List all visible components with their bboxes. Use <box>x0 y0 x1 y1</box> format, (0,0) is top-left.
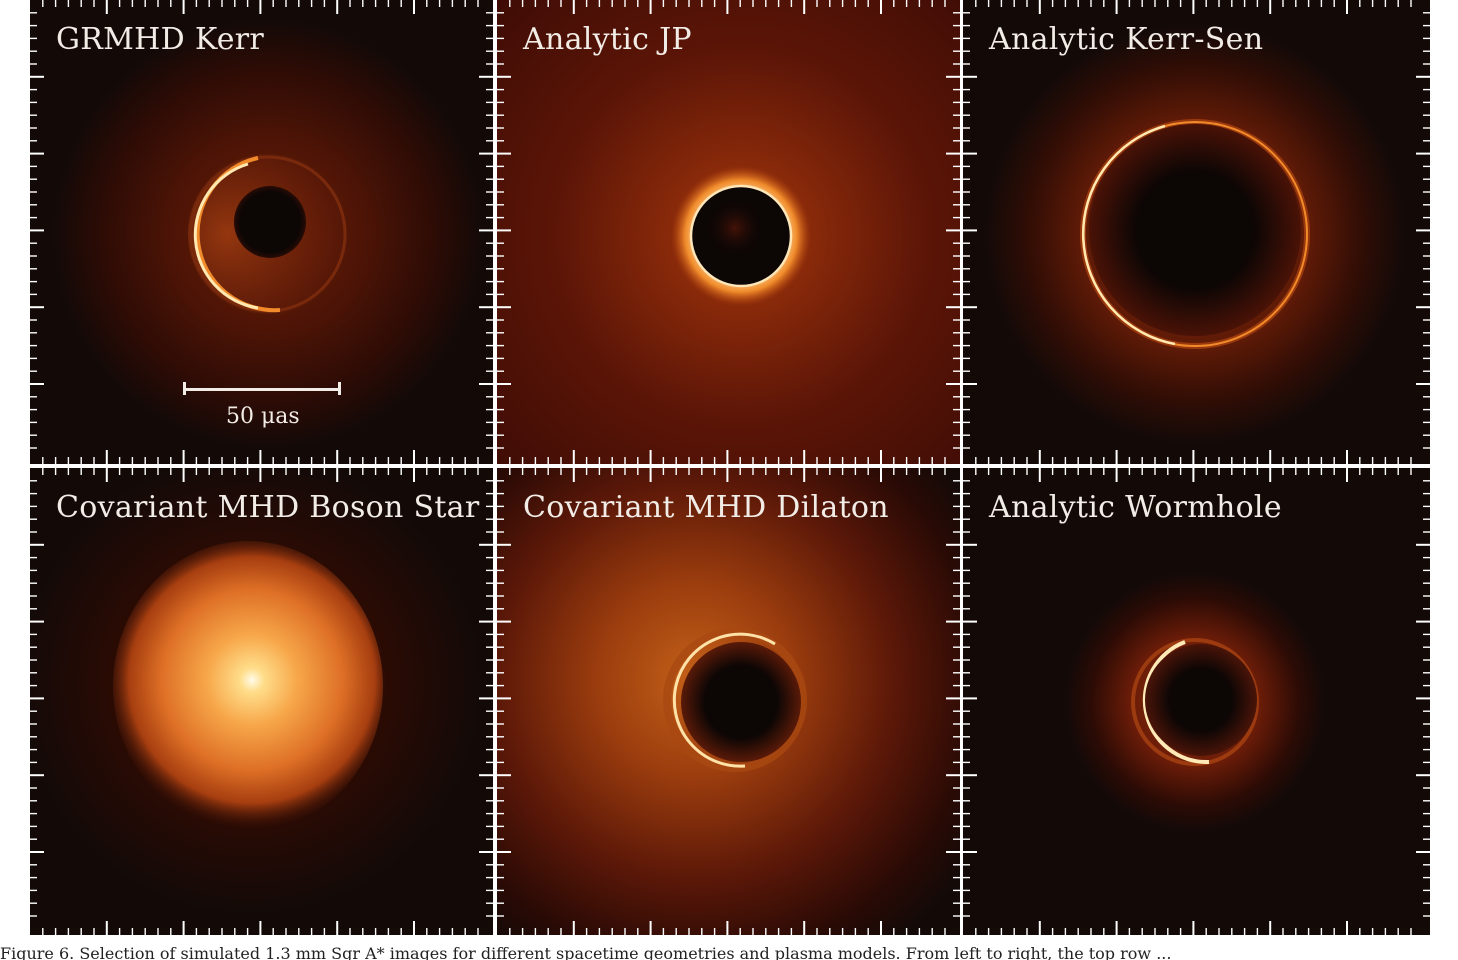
panel-title: Covariant MHD Dilaton <box>523 490 889 525</box>
panel-tick-marks <box>30 0 1430 935</box>
grmhd-kerr-image <box>30 0 493 464</box>
analytic-kerr-sen-image <box>963 0 1430 464</box>
scale-bar-label: 50 μas <box>226 404 300 429</box>
panel-analytic-wormhole: Analytic Wormhole <box>963 468 1430 935</box>
scale-bar-line <box>183 388 341 391</box>
figure-caption: Figure 6. Selection of simulated 1.3 mm … <box>0 946 1172 960</box>
panel-title: GRMHD Kerr <box>56 22 265 57</box>
panel-analytic-jp: Analytic JP <box>497 0 960 464</box>
scale-bar <box>183 380 343 398</box>
panel-title: Analytic Kerr-Sen <box>989 22 1264 57</box>
panel-title: Covariant MHD Boson Star <box>56 490 480 525</box>
panel-title: Analytic Wormhole <box>989 490 1282 525</box>
dilaton-image <box>497 468 960 935</box>
figure: GRMHD Kerr 50 μas Analytic JP Analytic K… <box>30 0 1430 935</box>
panel-grmhd-kerr: GRMHD Kerr 50 μas <box>30 0 493 464</box>
scale-bar-cap-right <box>338 382 341 395</box>
panel-covariant-mhd-dilaton: Covariant MHD Dilaton <box>497 468 960 935</box>
scale-bar-cap-left <box>183 382 186 395</box>
wormhole-image <box>963 468 1430 935</box>
panel-analytic-kerr-sen: Analytic Kerr-Sen <box>963 0 1430 464</box>
boson-star-image <box>30 468 493 935</box>
panel-title: Analytic JP <box>523 22 692 57</box>
panel-covariant-mhd-boson-star: Covariant MHD Boson Star <box>30 468 493 935</box>
analytic-jp-image <box>497 0 960 464</box>
